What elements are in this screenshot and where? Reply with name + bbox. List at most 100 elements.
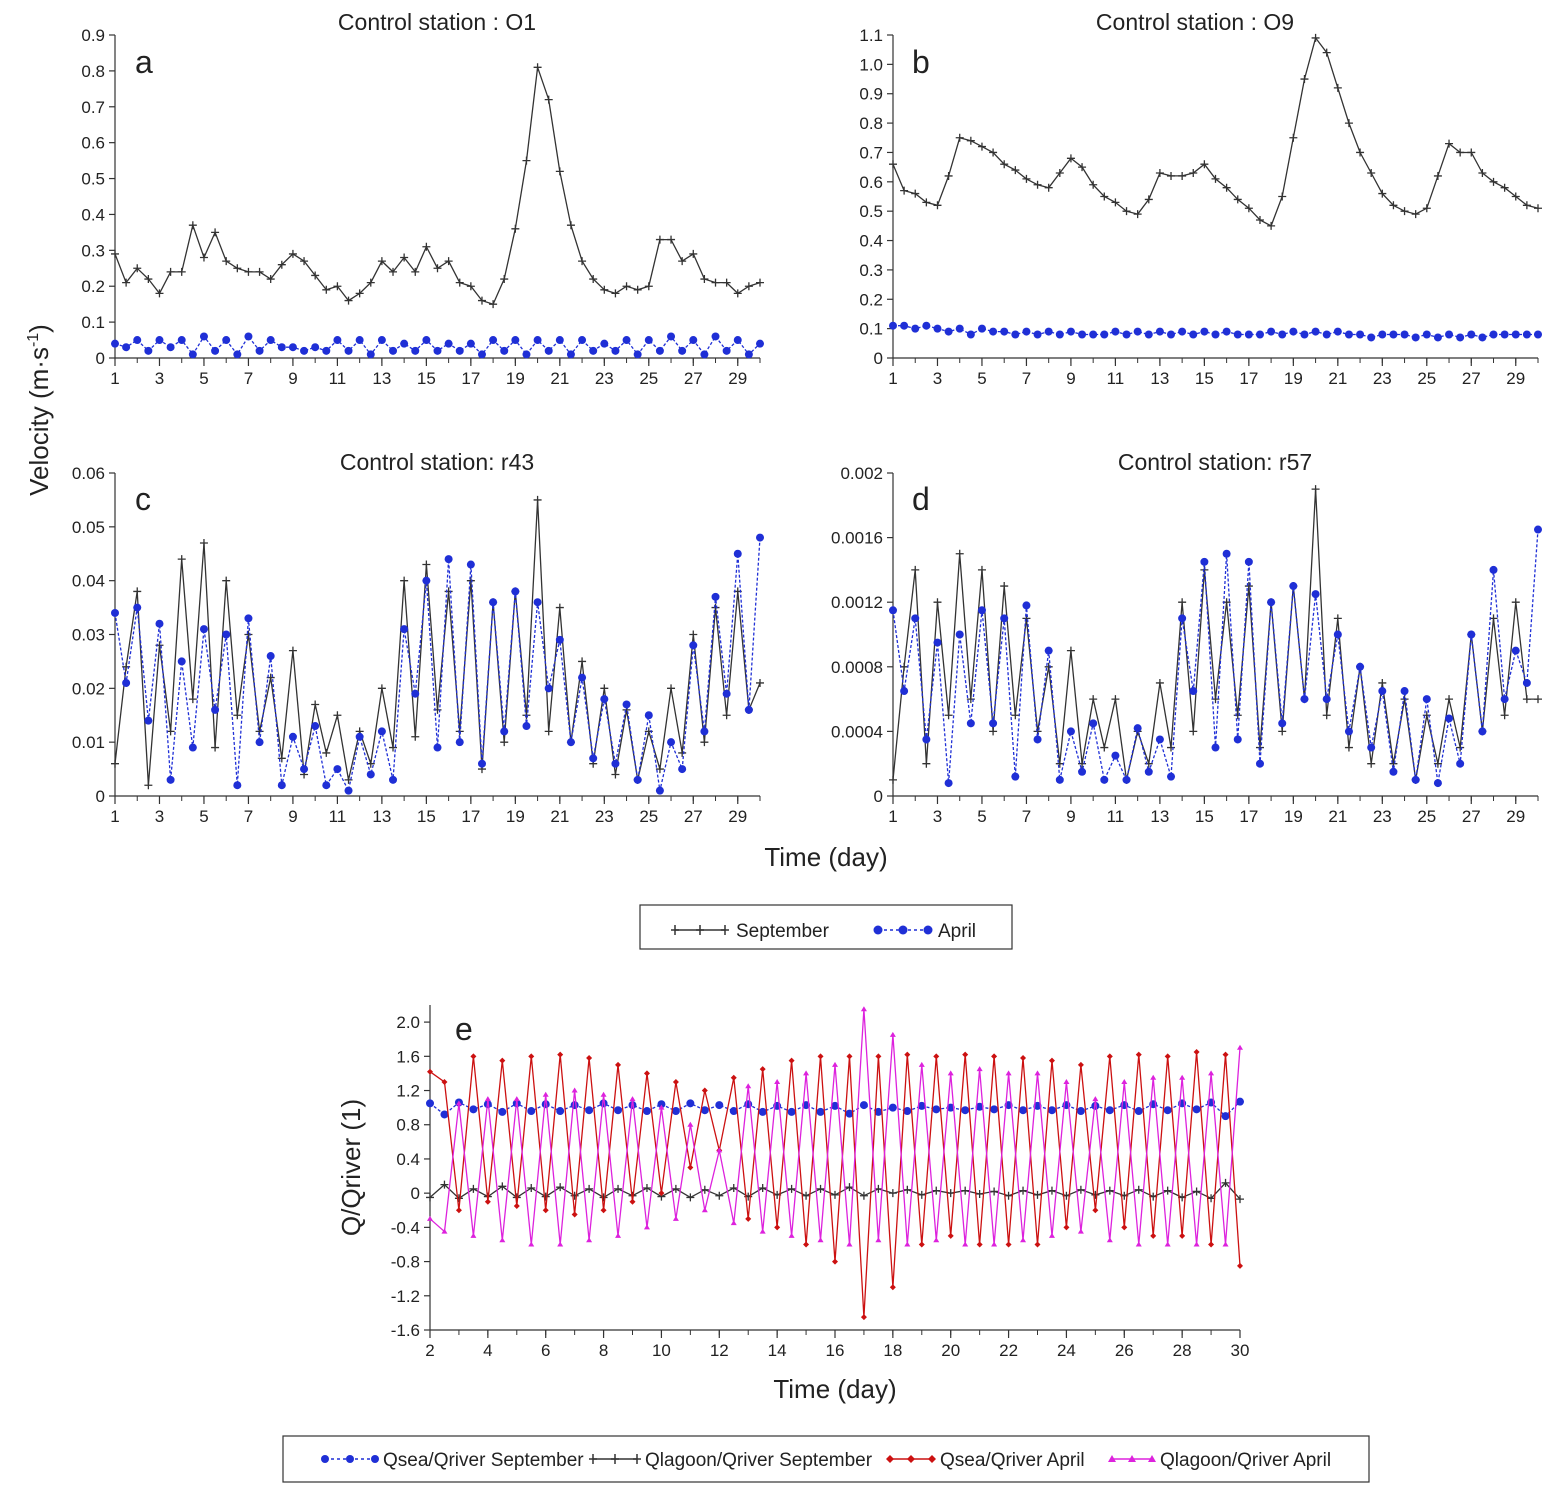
data-point [144, 346, 153, 355]
data-point [889, 1031, 896, 1037]
data-point [266, 275, 275, 284]
data-point [1033, 1101, 1042, 1110]
data-point [889, 775, 897, 784]
data-point [499, 1237, 506, 1243]
data-point [947, 1070, 954, 1076]
y-tick-label: 2.0 [396, 1013, 420, 1032]
data-point [566, 350, 575, 359]
x-tick-label: 9 [1066, 369, 1075, 388]
data-point [989, 148, 998, 157]
data-point [711, 603, 720, 612]
data-point [1211, 330, 1220, 339]
data-point [322, 285, 331, 294]
data-point [389, 267, 398, 276]
data-point [1356, 330, 1365, 339]
data-point [918, 1061, 925, 1067]
y-tick-label: 0.0012 [831, 593, 883, 612]
data-point [615, 1061, 622, 1068]
data-point [961, 1186, 970, 1195]
data-point [1244, 557, 1253, 566]
data-point [211, 743, 220, 752]
data-point [542, 1091, 549, 1097]
x-tick-label: 1 [110, 807, 119, 826]
y-tick-label: 0.8 [396, 1116, 420, 1135]
data-point [288, 646, 297, 655]
x-tick-label: 15 [417, 369, 436, 388]
data-point [744, 282, 753, 291]
x-tick-label: 3 [933, 369, 942, 388]
data-point [211, 346, 220, 355]
data-point [1411, 210, 1420, 219]
data-point [1144, 759, 1153, 768]
data-point [1422, 204, 1431, 213]
data-point [1011, 772, 1020, 781]
data-point [1422, 695, 1431, 704]
data-point [1522, 201, 1531, 210]
data-point [1078, 759, 1087, 768]
data-point [566, 738, 575, 747]
data-point [1167, 330, 1176, 339]
data-point [917, 1190, 926, 1199]
x-tick-label: 18 [883, 1341, 902, 1360]
data-point [900, 662, 909, 671]
data-point [1044, 662, 1053, 671]
data-point [1011, 166, 1020, 175]
y-tick-label: 1.0 [859, 55, 883, 74]
data-point [1344, 727, 1353, 736]
data-point [1222, 1241, 1229, 1247]
data-point [1378, 330, 1387, 339]
data-point [444, 257, 453, 266]
x-tick-label: 15 [1195, 807, 1214, 826]
data-point [244, 614, 253, 623]
data-point [1033, 1190, 1042, 1199]
data-point [166, 343, 175, 352]
data-point [658, 1104, 665, 1110]
data-point [1489, 565, 1498, 574]
data-point [946, 1103, 955, 1112]
legend-bottom-qlagoon-april-marker [1108, 1455, 1156, 1462]
x-tick-label: 25 [1417, 369, 1436, 388]
data-point [166, 267, 175, 276]
data-point [932, 1105, 941, 1114]
data-point [816, 1184, 825, 1193]
series-line [114, 499, 761, 786]
data-point [144, 716, 153, 725]
data-point [484, 1096, 491, 1102]
x-tick-label: 9 [1066, 807, 1075, 826]
x-tick-label: 9 [288, 807, 297, 826]
data-point [1022, 174, 1031, 183]
x-tick-label: 23 [1373, 369, 1392, 388]
y-tick-label: 0.2 [859, 290, 883, 309]
data-point [1522, 330, 1531, 339]
data-point [955, 324, 964, 333]
x-tick-label: 26 [1115, 1341, 1134, 1360]
y-tick-label: 0.1 [81, 313, 105, 332]
data-point [1237, 1044, 1243, 1050]
data-point [1122, 207, 1131, 216]
data-point [1179, 1232, 1186, 1239]
data-point [1005, 1241, 1012, 1248]
data-point [344, 296, 353, 305]
data-point [122, 343, 131, 352]
data-point [1122, 330, 1131, 339]
data-point [1267, 221, 1276, 230]
x-tick-label: 13 [372, 369, 391, 388]
data-point [729, 1107, 738, 1116]
data-point [1522, 695, 1531, 704]
data-point [678, 346, 687, 355]
data-point [962, 1241, 969, 1247]
data-point [1207, 1194, 1216, 1203]
data-point [744, 705, 753, 714]
data-point [1311, 327, 1320, 336]
x-tick-label: 17 [461, 807, 480, 826]
data-point [1047, 1106, 1056, 1115]
data-point [1134, 1185, 1143, 1194]
y-tick-label: 0.1 [859, 320, 883, 339]
x-tick-label: 12 [710, 1341, 729, 1360]
x-tick-label: 24 [1057, 1341, 1076, 1360]
data-point [177, 555, 186, 564]
data-point [933, 324, 942, 333]
data-point [1333, 83, 1342, 92]
data-point [1378, 189, 1387, 198]
